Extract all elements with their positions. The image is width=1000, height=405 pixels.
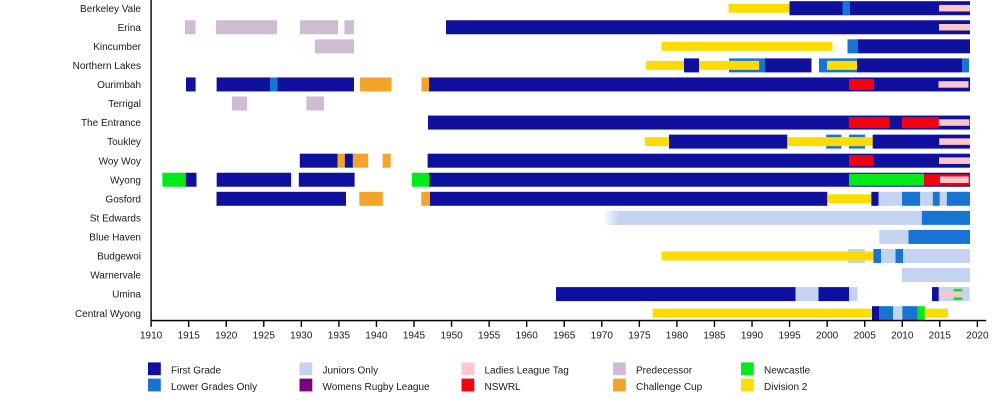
- svg-text:1990: 1990: [741, 331, 764, 342]
- svg-text:1945: 1945: [403, 331, 426, 342]
- svg-text:1970: 1970: [591, 331, 614, 342]
- svg-text:1915: 1915: [178, 331, 201, 342]
- svg-text:2015: 2015: [929, 331, 952, 342]
- svg-text:2005: 2005: [854, 331, 877, 342]
- svg-text:Blue Haven: Blue Haven: [89, 233, 141, 244]
- svg-text:Umina: Umina: [112, 290, 141, 301]
- svg-text:Terrigal: Terrigal: [108, 99, 141, 110]
- svg-text:1975: 1975: [628, 331, 651, 342]
- svg-text:Erina: Erina: [118, 23, 142, 34]
- svg-text:1925: 1925: [253, 331, 276, 342]
- svg-text:Warnervale: Warnervale: [90, 271, 141, 282]
- svg-text:1980: 1980: [666, 331, 689, 342]
- svg-text:2010: 2010: [891, 331, 914, 342]
- svg-text:Lower Grades Only: Lower Grades Only: [171, 382, 257, 393]
- svg-text:1985: 1985: [703, 331, 726, 342]
- svg-text:1960: 1960: [516, 331, 539, 342]
- svg-text:Newcastle: Newcastle: [764, 366, 811, 377]
- svg-text:Toukley: Toukley: [107, 137, 141, 148]
- svg-text:First Grade: First Grade: [171, 366, 221, 377]
- svg-text:Predecessor: Predecessor: [636, 366, 693, 377]
- svg-text:Challenge Cup: Challenge Cup: [636, 382, 703, 393]
- svg-text:Kincumber: Kincumber: [93, 42, 141, 53]
- svg-text:Central Wyong: Central Wyong: [75, 309, 141, 320]
- svg-text:Northern Lakes: Northern Lakes: [73, 61, 141, 72]
- svg-text:1930: 1930: [290, 331, 313, 342]
- svg-text:Division 2: Division 2: [764, 382, 808, 393]
- svg-text:1955: 1955: [478, 331, 501, 342]
- svg-text:The Entrance: The Entrance: [81, 118, 141, 129]
- svg-text:1940: 1940: [365, 331, 388, 342]
- svg-text:1965: 1965: [553, 331, 576, 342]
- svg-text:1950: 1950: [440, 331, 463, 342]
- svg-text:NSWRL: NSWRL: [485, 382, 522, 393]
- svg-text:2000: 2000: [816, 331, 839, 342]
- svg-text:Juniors Only: Juniors Only: [323, 366, 379, 377]
- svg-text:Ourimbah: Ourimbah: [97, 80, 141, 91]
- svg-text:Berkeley Vale: Berkeley Vale: [80, 4, 141, 15]
- svg-text:Ladies League Tag: Ladies League Tag: [485, 366, 569, 377]
- svg-text:1995: 1995: [778, 331, 801, 342]
- svg-text:Wyong: Wyong: [110, 175, 141, 186]
- svg-text:1935: 1935: [328, 331, 351, 342]
- svg-text:Woy Woy: Woy Woy: [99, 156, 141, 167]
- svg-text:1920: 1920: [215, 331, 238, 342]
- svg-text:St Edwards: St Edwards: [90, 213, 141, 224]
- svg-text:2020: 2020: [966, 331, 989, 342]
- svg-text:Budgewoi: Budgewoi: [97, 252, 141, 263]
- svg-text:1910: 1910: [140, 331, 163, 342]
- svg-text:Womens Rugby League: Womens Rugby League: [323, 382, 431, 393]
- svg-text:Gosford: Gosford: [105, 194, 141, 205]
